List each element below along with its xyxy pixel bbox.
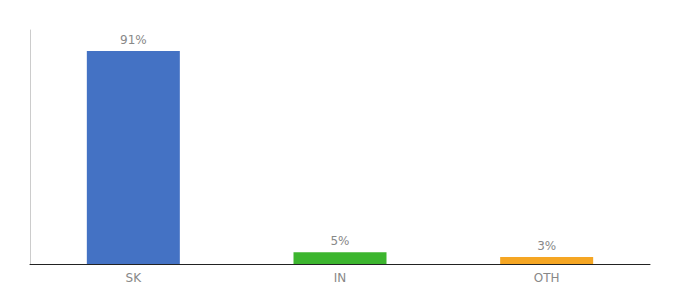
svg-text:5%: 5% <box>330 234 349 248</box>
svg-text:3%: 3% <box>537 239 556 253</box>
svg-text:SK: SK <box>126 271 143 285</box>
svg-text:OTH: OTH <box>534 271 560 285</box>
svg-text:91%: 91% <box>120 33 147 47</box>
svg-text:IN: IN <box>334 271 347 285</box>
